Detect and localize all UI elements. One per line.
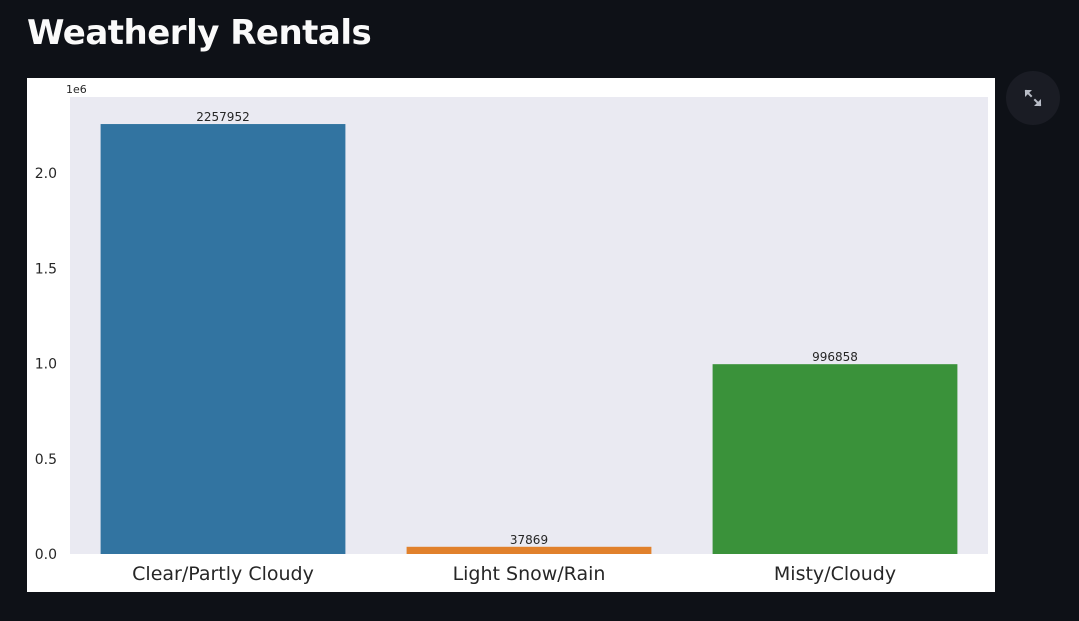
- y-tick-label: 0.0: [35, 547, 57, 563]
- x-tick-label: Misty/Cloudy: [774, 563, 896, 585]
- bar-chart: 2257952 37869 996858 0.0 0.5 1.0 1.5 2.0 Clear…: [27, 78, 995, 592]
- y-tick-label: 2.0: [35, 166, 57, 182]
- fullscreen-expand-button[interactable]: [1006, 71, 1060, 125]
- fullscreen-expand-icon: [1024, 89, 1042, 107]
- y-tick-label: 0.5: [35, 452, 57, 468]
- page-title: Weatherly Rentals: [27, 13, 372, 53]
- x-tick-label: Light Snow/Rain: [453, 563, 606, 585]
- bar-data-label: 996858: [812, 350, 858, 364]
- y-tick-label: 1.5: [35, 261, 57, 277]
- bar-0: [100, 124, 346, 554]
- y-axis-offset-label: 1e6: [66, 83, 87, 96]
- x-tick-label: Clear/Partly Cloudy: [132, 563, 314, 585]
- bar-1: [406, 546, 652, 554]
- bar-data-label: 2257952: [196, 110, 249, 124]
- y-tick-label: 1.0: [35, 357, 57, 373]
- bar-2: [712, 364, 958, 554]
- chart-svg: 2257952 37869 996858 0.0 0.5 1.0 1.5 2.0 Clear…: [35, 83, 988, 585]
- bar-data-label: 37869: [510, 533, 548, 547]
